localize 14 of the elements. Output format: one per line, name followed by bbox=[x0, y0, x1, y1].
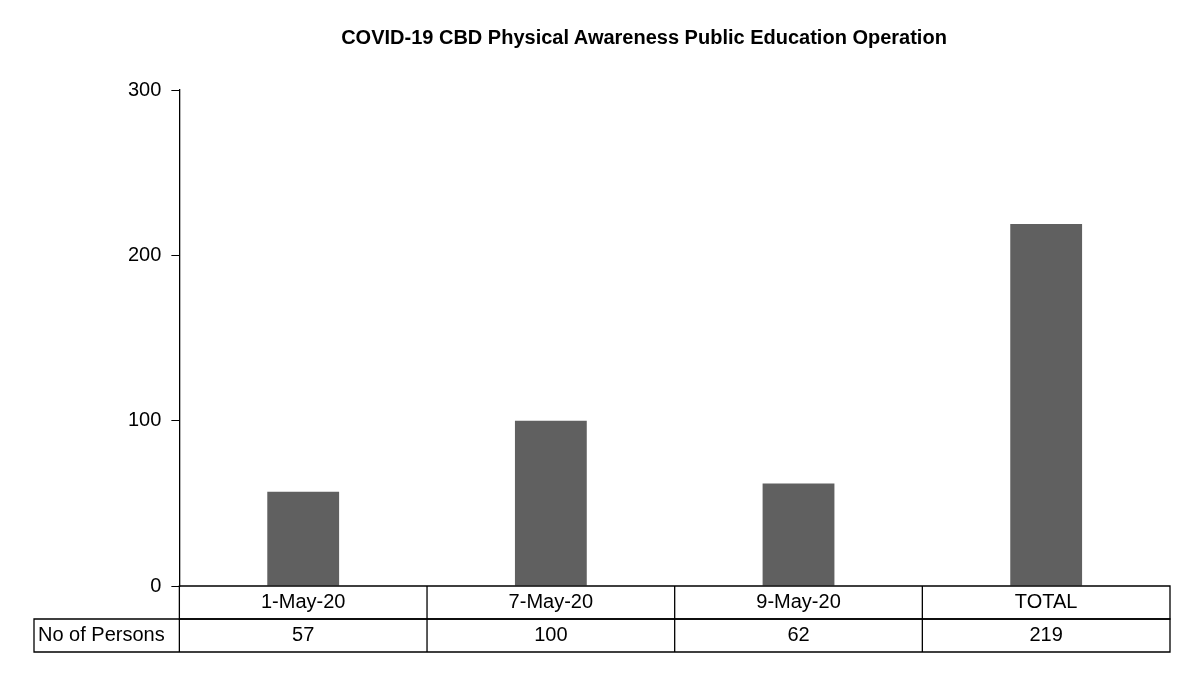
data-label: 100 bbox=[534, 623, 568, 646]
x-tick-label: 1-May-20 bbox=[260, 590, 346, 613]
x-tick-label: 9-May-20 bbox=[756, 590, 841, 613]
data-label: 62 bbox=[787, 623, 810, 646]
data-label: 57 bbox=[292, 623, 315, 646]
y-tick-label: 200 bbox=[127, 242, 162, 265]
x-tick-label: TOTAL bbox=[1014, 590, 1078, 613]
chart-title: COVID-19 CBD Physical Awareness Public Education Operation bbox=[341, 25, 947, 48]
y-tick-label: 0 bbox=[150, 573, 162, 596]
y-tick-label: 300 bbox=[127, 77, 162, 100]
data-label: 219 bbox=[1029, 623, 1063, 646]
text: No of Persons bbox=[38, 623, 165, 646]
x-tick-label: 7-May-20 bbox=[508, 590, 594, 613]
y-tick-label: 100 bbox=[127, 408, 162, 431]
